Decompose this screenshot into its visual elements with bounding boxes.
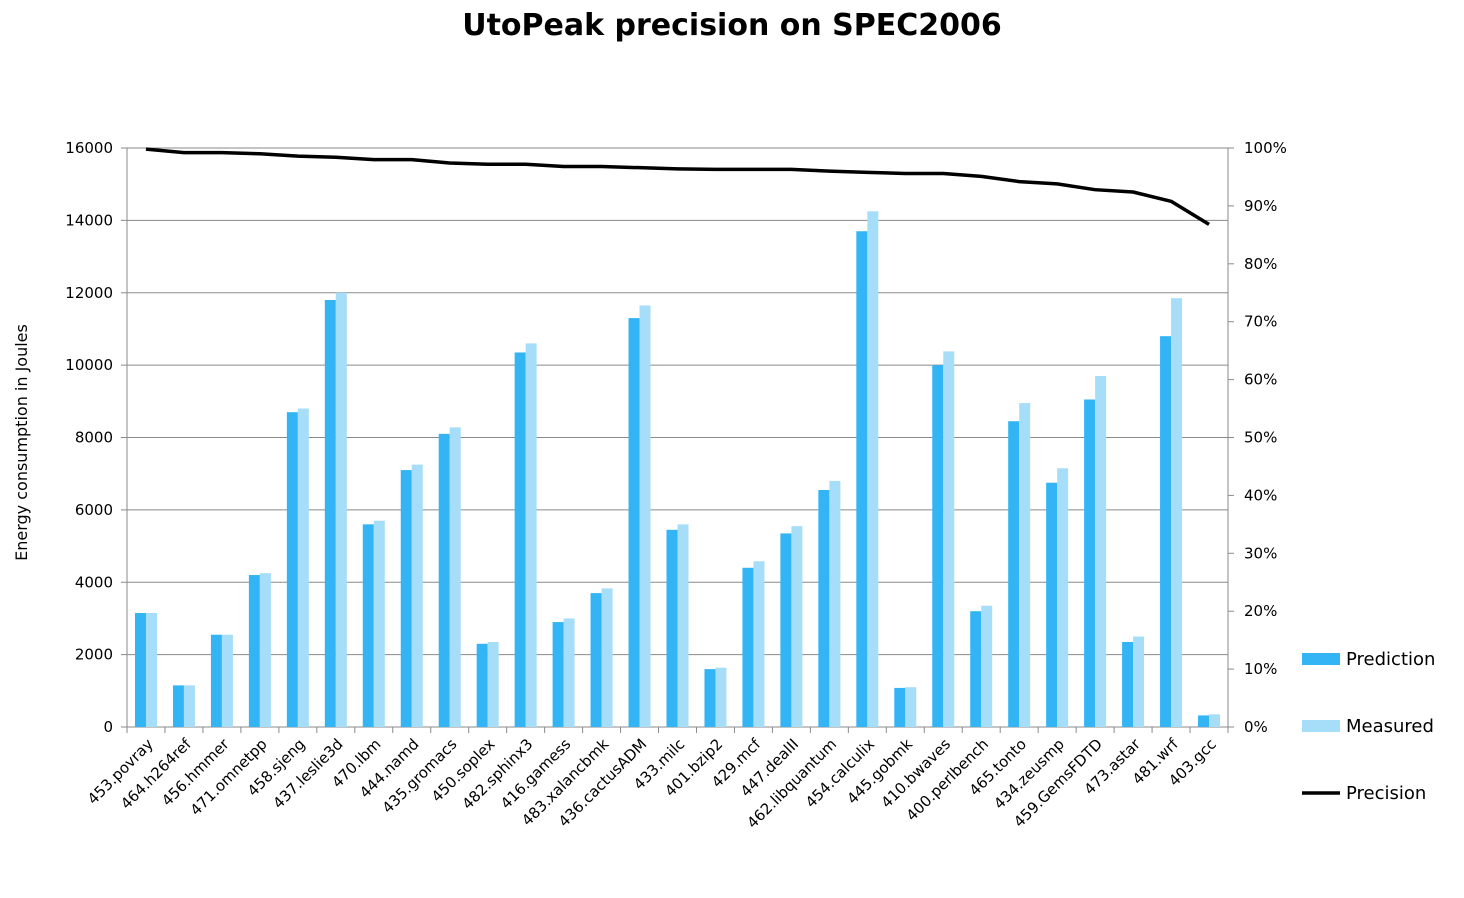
- y2-axis-tick-label: 70%: [1244, 313, 1277, 331]
- bar-measured: [1209, 714, 1221, 727]
- bar-measured: [1171, 298, 1183, 727]
- y2-axis-tick-label: 90%: [1244, 197, 1277, 215]
- y-axis-title: Energy consumption in Joules: [12, 324, 31, 561]
- bar-measured: [411, 464, 423, 727]
- bar-prediction: [400, 470, 412, 727]
- bar-prediction: [438, 433, 450, 727]
- bar-prediction: [134, 613, 146, 727]
- bar-measured: [715, 667, 727, 727]
- y2-axis-tick-label: 80%: [1244, 255, 1277, 273]
- bar-measured: [943, 351, 955, 727]
- bar-measured: [183, 685, 195, 727]
- bar-prediction: [666, 529, 678, 727]
- legend-label-precision: Precision: [1346, 783, 1426, 804]
- legend-label-prediction: Prediction: [1346, 649, 1435, 670]
- bar-prediction: [856, 231, 868, 727]
- line-precision: [145, 147, 1210, 226]
- y2-axis-tick-label: 20%: [1244, 602, 1277, 620]
- bar-prediction: [818, 489, 830, 727]
- bar-prediction: [552, 622, 564, 727]
- bar-prediction: [970, 611, 982, 727]
- y2-axis-tick-label: 40%: [1244, 486, 1277, 504]
- bar-prediction: [172, 685, 184, 727]
- bar-measured: [791, 526, 803, 727]
- y2-axis-tick-label: 60%: [1244, 371, 1277, 389]
- bar-prediction: [514, 352, 526, 727]
- bar-measured: [905, 687, 917, 727]
- legend-swatch-prediction: [1302, 653, 1340, 665]
- bar-measured: [145, 613, 157, 727]
- bar-measured: [373, 520, 385, 727]
- bar-prediction: [286, 412, 298, 727]
- bar-prediction: [248, 575, 260, 727]
- bar-prediction: [1160, 336, 1172, 727]
- y-axis-tick-label: 4000: [75, 573, 113, 591]
- bar-measured: [563, 618, 575, 727]
- bar-measured: [753, 561, 765, 727]
- legend-swatch-measured: [1302, 720, 1340, 732]
- y-axis-tick-label: 10000: [65, 356, 113, 374]
- bar-measured: [221, 634, 233, 727]
- bar-measured: [829, 480, 841, 727]
- bar-prediction: [780, 533, 792, 727]
- y2-axis-tick-label: 0%: [1244, 718, 1268, 736]
- bar-prediction: [1122, 641, 1134, 727]
- bar-measured: [1133, 636, 1145, 727]
- bar-measured: [677, 524, 689, 727]
- bar-prediction: [704, 669, 716, 727]
- y-axis-tick-label: 2000: [75, 646, 113, 664]
- bar-prediction: [1046, 482, 1058, 727]
- bar-measured: [601, 588, 613, 727]
- chart-title: UtoPeak precision on SPEC2006: [462, 8, 1002, 43]
- bar-measured: [297, 408, 309, 727]
- y-axis-tick-label: 16000: [65, 139, 113, 157]
- bar-prediction: [362, 524, 374, 727]
- y2-axis-tick-label: 10%: [1244, 660, 1277, 678]
- bar-measured: [1095, 375, 1107, 727]
- bar-prediction: [628, 318, 640, 727]
- y-axis-tick-label: 12000: [65, 284, 113, 302]
- bar-prediction: [1008, 421, 1020, 727]
- bar-measured: [981, 605, 993, 727]
- bar-prediction: [1198, 715, 1210, 727]
- y2-axis-tick-label: 30%: [1244, 544, 1277, 562]
- bar-measured: [335, 292, 347, 727]
- bar-measured: [449, 427, 461, 727]
- bar-measured: [525, 343, 537, 727]
- bar-measured: [639, 305, 651, 727]
- bar-measured: [1057, 468, 1069, 727]
- y2-axis-tick-label: 50%: [1244, 429, 1277, 447]
- y-axis-tick-label: 0: [103, 718, 113, 736]
- bar-prediction: [210, 634, 222, 727]
- bar-prediction: [1084, 399, 1096, 727]
- y-axis-tick-label: 14000: [65, 211, 113, 229]
- y2-axis-tick-label: 100%: [1244, 139, 1287, 157]
- bar-prediction: [590, 593, 602, 727]
- bar-prediction: [894, 687, 906, 727]
- bar-measured: [487, 641, 499, 727]
- bar-prediction: [324, 299, 336, 727]
- y-axis-tick-label: 8000: [75, 429, 113, 447]
- bar-measured: [1019, 403, 1031, 727]
- bar-prediction: [742, 567, 754, 727]
- y-axis-tick-label: 6000: [75, 501, 113, 519]
- bar-prediction: [932, 365, 944, 727]
- bar-prediction: [476, 643, 488, 727]
- bar-measured: [867, 211, 879, 727]
- bar-measured: [259, 573, 271, 727]
- legend-label-measured: Measured: [1346, 716, 1434, 737]
